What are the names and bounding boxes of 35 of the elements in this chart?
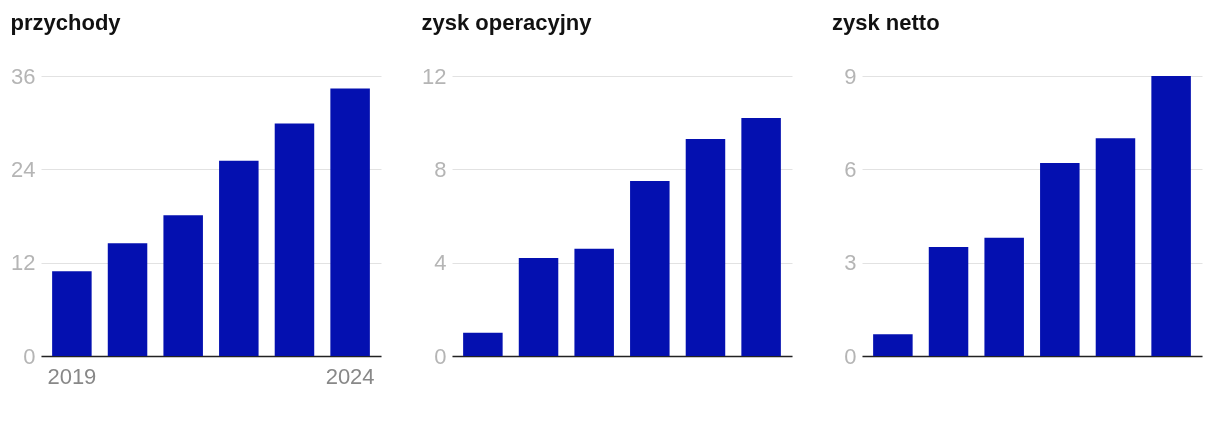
bar: [928, 247, 969, 356]
x-tick-label: 2019: [47, 363, 97, 389]
y-tick-label: 24: [11, 156, 36, 182]
bar: [1040, 163, 1080, 356]
bar: [873, 334, 913, 356]
y-tick-label: 4: [434, 250, 447, 276]
chart-title: zysk operacyjny: [421, 10, 593, 35]
y-tick-label: 36: [11, 63, 36, 89]
bar: [463, 332, 503, 356]
y-tick-label: 0: [434, 343, 447, 369]
bar: [163, 215, 203, 356]
bar: [630, 181, 670, 356]
bar: [219, 160, 259, 356]
bar: [1151, 76, 1191, 356]
y-tick-label: 9: [844, 63, 857, 89]
bar: [107, 243, 148, 356]
bar: [685, 139, 726, 356]
bar: [1095, 138, 1136, 356]
y-tick-label: 0: [23, 343, 36, 369]
bar: [274, 123, 315, 356]
chart-title: przychody: [10, 10, 122, 35]
y-tick-label: 12: [422, 63, 447, 89]
bar: [574, 248, 614, 356]
bar: [984, 237, 1024, 356]
chart-title: zysk netto: [832, 10, 940, 35]
bar: [52, 271, 92, 356]
bar: [330, 88, 370, 356]
y-tick-label: 12: [11, 250, 36, 276]
bar: [518, 258, 559, 356]
bar: [741, 118, 781, 356]
y-tick-label: 8: [434, 156, 447, 182]
y-tick-label: 6: [844, 156, 857, 182]
y-tick-label: 3: [844, 250, 857, 276]
y-tick-label: 0: [844, 343, 857, 369]
x-tick-label: 2024: [325, 363, 375, 389]
